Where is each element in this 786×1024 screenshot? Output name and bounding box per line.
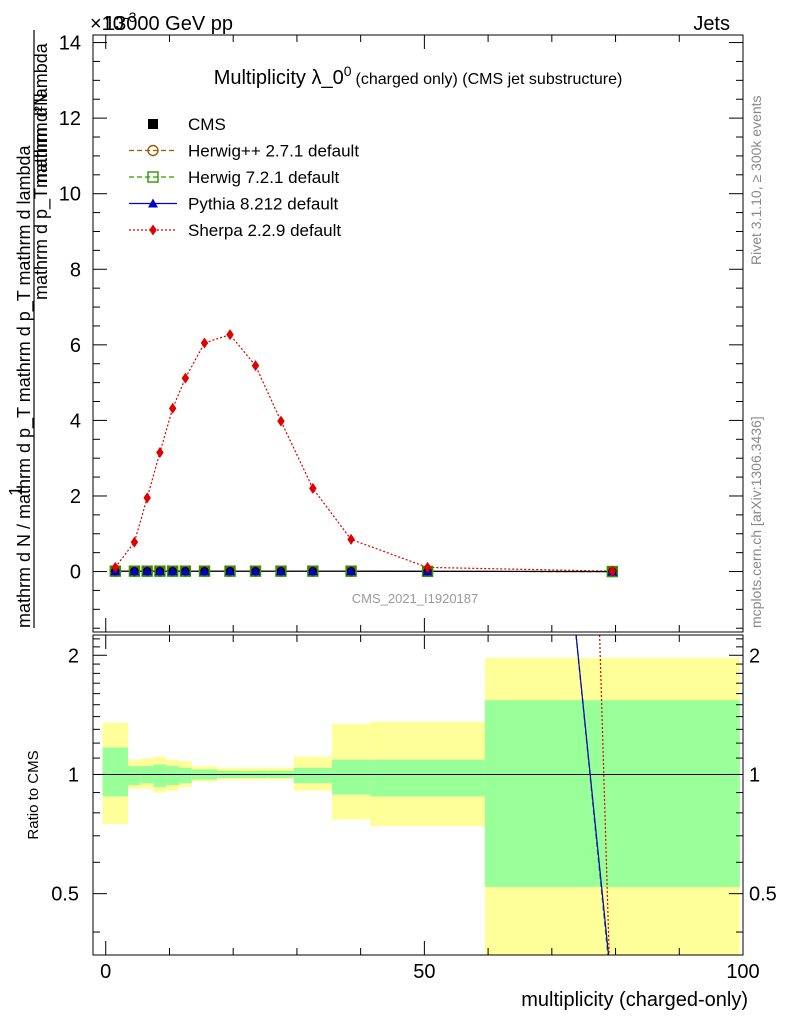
data-point: [251, 360, 260, 372]
data-point: [199, 566, 210, 576]
data-point: [154, 566, 165, 576]
legend-marker: [149, 224, 157, 236]
data-point: [156, 447, 164, 459]
main-ylabel-denominator: mathrm d N / mathrm d p_T mathrm d p_T m…: [14, 145, 35, 628]
category-label: Jets: [693, 13, 730, 35]
legend: CMS Herwig++ 2.7.1 default Herwig 7.2.1 de…: [129, 115, 359, 240]
data-point: [143, 492, 151, 504]
x-axis-label: multiplicity (charged-only): [521, 989, 748, 1011]
data-point: [608, 565, 617, 577]
mcplots-label: mcplots.cern.ch [arXiv:1306.3436]: [748, 416, 764, 628]
data-point: [250, 566, 261, 576]
y-tick-label: 10: [59, 184, 81, 206]
data-point: [307, 566, 318, 576]
ratio-ticks: 0.5 0.5 1 1 2 2 0 50 100: [51, 635, 777, 983]
y-tick-label: 12: [59, 108, 81, 130]
ratio-inner-band: [179, 767, 192, 784]
ratio-inner-band: [331, 759, 371, 795]
y-tick-label: 2: [70, 486, 81, 508]
main-markers: [109, 329, 619, 578]
beam-label: 13000 GeV pp: [104, 13, 233, 35]
exponent-label: ×10-3: [90, 9, 137, 35]
legend-label: Pythia 8.212 default: [188, 195, 339, 214]
ratio-inner-band: [484, 700, 740, 887]
data-point: [309, 482, 317, 494]
ratio-ylabel: Ratio to CMS: [25, 750, 42, 839]
legend-marker: [148, 119, 158, 129]
legend-label: Herwig 7.2.1 default: [188, 168, 339, 187]
legend-label: Sherpa 2.2.9 default: [188, 221, 341, 240]
ratio-y-tick-label-left: 1: [68, 764, 79, 786]
data-point: [180, 566, 191, 576]
y-tick-label: 6: [70, 335, 81, 357]
ratio-y-tick-label-right: 2: [749, 645, 760, 667]
y-tick-label: 8: [70, 259, 81, 281]
x-tick-label: 50: [413, 961, 435, 983]
ratio-y-tick-label-left: 0.5: [51, 884, 79, 906]
data-point: [225, 566, 236, 576]
data-point: [111, 561, 120, 573]
data-point: [423, 561, 432, 573]
ratio-y-tick-label-left: 2: [68, 645, 79, 667]
y-tick-label: 0: [70, 562, 81, 584]
series-line-4: [114, 333, 613, 572]
data-point: [129, 566, 140, 576]
ratio-inner-band: [153, 764, 167, 787]
ratio-series-line-3: [599, 634, 610, 956]
data-point: [226, 329, 234, 341]
ratio-lines: [575, 634, 610, 956]
data-point: [142, 566, 153, 576]
y-tick-label: 4: [70, 410, 81, 432]
main-panel: 0 2 4 6 8 10 12 14 Multiplicity λ_00 (charged on…: [59, 33, 744, 633]
y-tick-label: 14: [59, 33, 81, 55]
rivet-label: Rivet 3.1.10, ≥ 300k events: [748, 95, 764, 265]
ratio-y-tick-label-right: 0.5: [749, 884, 777, 906]
data-point: [275, 566, 286, 576]
legend-marker: [147, 144, 159, 157]
ratio-inner-band: [128, 766, 141, 786]
data-point: [200, 337, 209, 349]
data-point: [346, 566, 357, 576]
legend-marker: [147, 171, 159, 183]
x-tick-label: 0: [100, 961, 111, 983]
data-point: [167, 566, 178, 576]
data-point: [130, 536, 139, 548]
ratio-series-line-2: [575, 634, 610, 956]
data-point: [347, 533, 355, 545]
main-ylabel-numerator: 1: [6, 486, 26, 496]
ratio-inner-band: [293, 767, 332, 784]
ratio-frame: [92, 634, 744, 956]
legend-label: Herwig++ 2.7.1 default: [188, 142, 359, 161]
x-tick-label: 100: [726, 961, 759, 983]
ratio-inner-band: [102, 747, 129, 797]
ratio-inner-band: [166, 766, 180, 786]
data-point: [277, 415, 285, 427]
main-frame: [92, 34, 744, 633]
main-ticks: 0 2 4 6 8 10 12 14: [59, 33, 744, 632]
ratio-y-tick-label-right: 1: [749, 764, 760, 786]
ratio-panel: 0.5 0.5 1 1 2 2 0 50 100 Ratio to CMS multiplici…: [25, 634, 777, 1011]
data-point: [168, 402, 177, 414]
legend-marker: [148, 198, 158, 208]
legend-label: CMS: [188, 115, 226, 134]
main-ylabel-right-denominator: mathrm d p_T mathrm d lambda: [31, 42, 52, 300]
ratio-inner-band: [370, 759, 485, 797]
analysis-label: CMS_2021_I1920187: [352, 591, 479, 606]
ratio-bands: [93, 657, 743, 955]
main-ylabel: mathrm d N / mathrm d p_T mathrm d p_T m…: [6, 30, 52, 628]
chart-title: Multiplicity λ_00 (charged only) (CMS jet…: [214, 63, 623, 89]
main-ylabel-right-numerator: mathrm d²N: [31, 93, 51, 188]
data-point: [181, 372, 190, 384]
